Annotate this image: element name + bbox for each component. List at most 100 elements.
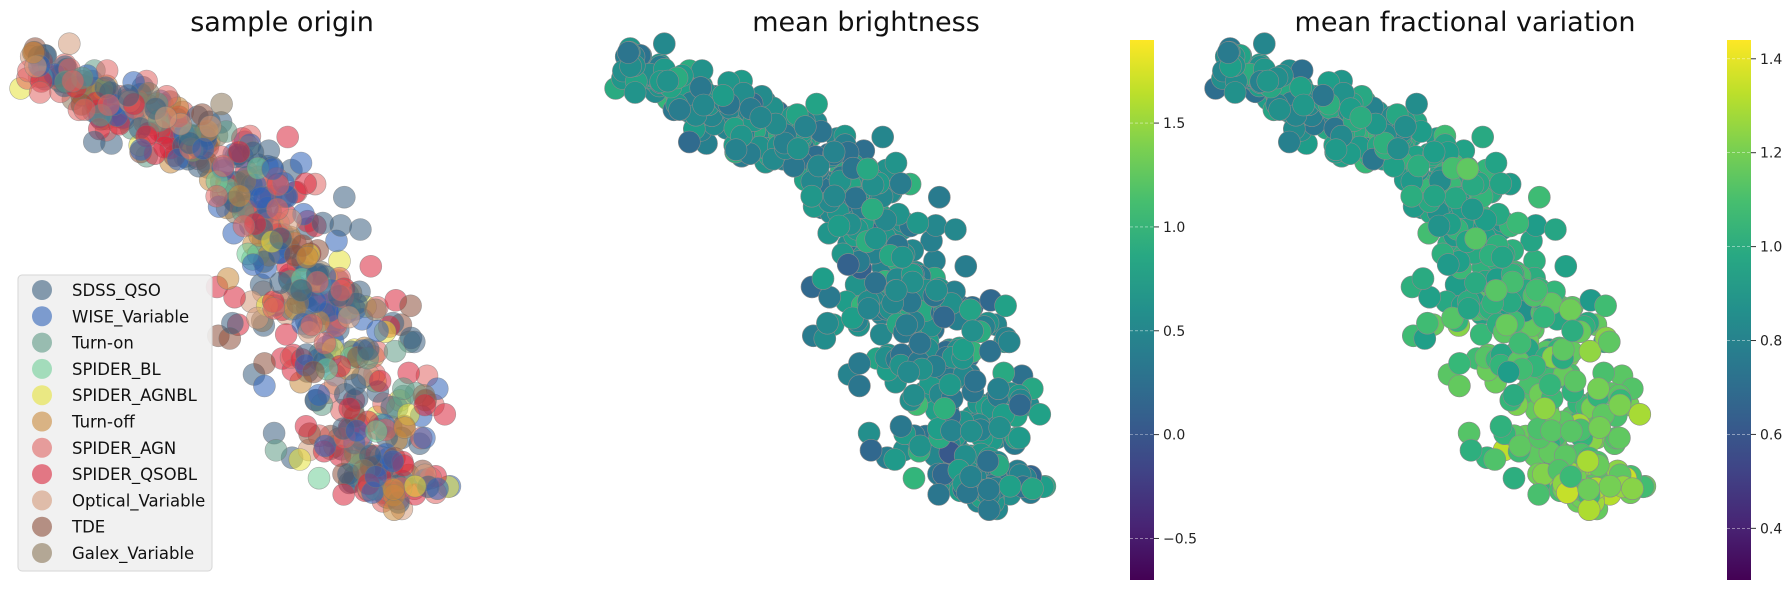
scatter-point bbox=[827, 214, 851, 238]
scatter-point bbox=[961, 319, 984, 343]
scatter-point bbox=[987, 377, 1010, 401]
scatter-point bbox=[1508, 434, 1532, 458]
scatter-point bbox=[902, 466, 926, 490]
scatter-point bbox=[848, 352, 871, 375]
scatter-point bbox=[1533, 397, 1556, 420]
legend-label: Turn-on bbox=[71, 334, 134, 353]
scatter-point bbox=[154, 106, 178, 129]
scatter-point bbox=[656, 69, 680, 93]
scatter-point bbox=[902, 383, 926, 407]
scatter-point bbox=[890, 245, 914, 269]
scatter-point bbox=[951, 338, 975, 361]
scatter-point bbox=[1324, 138, 1348, 161]
scatter-point bbox=[908, 331, 932, 355]
scatter-point bbox=[413, 393, 437, 417]
scatter-point bbox=[264, 438, 288, 462]
scatter-point bbox=[1525, 278, 1548, 302]
scatter-point bbox=[1508, 331, 1532, 355]
scatter-point bbox=[205, 184, 228, 208]
scatter-point bbox=[1008, 393, 1032, 417]
scatter-point bbox=[1456, 157, 1479, 181]
scatter-point bbox=[21, 41, 45, 64]
colorbar-mean-fractional-variation: 0.4 0.6 0.8 1.0 1.2 1.4 bbox=[1727, 40, 1782, 580]
scatter-point bbox=[1292, 93, 1315, 117]
scatter-point bbox=[402, 330, 426, 354]
scatter-point bbox=[1427, 214, 1451, 238]
legend-frame bbox=[17, 274, 213, 572]
legend-marker bbox=[32, 332, 52, 353]
scatter-point bbox=[1459, 438, 1483, 462]
scatter-point bbox=[262, 297, 286, 320]
scatter-point bbox=[1448, 374, 1471, 398]
scatter-point bbox=[1268, 98, 1291, 121]
scatter-point bbox=[1349, 106, 1373, 129]
legend-marker bbox=[32, 437, 52, 458]
scatter-point bbox=[426, 477, 449, 501]
scatter-point bbox=[1540, 419, 1563, 443]
scatter-point bbox=[212, 154, 235, 178]
scatter-point bbox=[1394, 115, 1417, 138]
scatter-point bbox=[889, 414, 913, 438]
scatter-point bbox=[811, 267, 835, 290]
scatter-point bbox=[1008, 426, 1031, 450]
colorbar-gradient bbox=[1130, 40, 1154, 580]
scatter-point bbox=[623, 81, 647, 104]
scatter-point bbox=[1502, 466, 1526, 490]
scatter-point bbox=[382, 498, 406, 522]
scatter-point bbox=[330, 278, 353, 302]
scatter-point bbox=[668, 98, 691, 121]
scatter-point bbox=[938, 373, 962, 397]
scatter-point bbox=[241, 253, 265, 276]
scatter-point bbox=[1411, 267, 1435, 290]
scatter-point bbox=[253, 374, 276, 398]
scatter-point bbox=[28, 81, 52, 104]
scatter-point bbox=[1578, 339, 1602, 363]
scatter-point bbox=[221, 311, 244, 335]
scatter-point bbox=[382, 478, 406, 501]
scatter-point bbox=[359, 254, 383, 278]
scatter-point bbox=[793, 115, 817, 138]
colorbar-tick-label: 1.4 bbox=[1760, 52, 1782, 68]
scatter-point bbox=[210, 92, 233, 116]
panel-sample-origin: sample origin SDSS_QSO WISE_Variable Turn-… bbox=[9, 7, 462, 572]
scatter-point bbox=[959, 298, 982, 322]
colorbar-mean-brightness: −0.5 0.0 0.5 1.0 1.5 bbox=[1130, 40, 1197, 580]
legend-label: SPIDER_AGNBL bbox=[72, 386, 198, 406]
scatter-point bbox=[300, 313, 323, 337]
scatter-point bbox=[884, 279, 908, 302]
legend-marker bbox=[32, 516, 52, 537]
scatter-point bbox=[393, 416, 417, 439]
scatter-point bbox=[1028, 402, 1052, 426]
scatter-point bbox=[269, 271, 292, 295]
legend-label: Optical_Variable bbox=[72, 491, 205, 511]
scatter-point bbox=[1495, 313, 1518, 337]
scatter-point bbox=[403, 474, 427, 498]
scatter-point bbox=[861, 197, 884, 221]
scatter-point bbox=[807, 154, 830, 178]
scatter-point bbox=[864, 227, 888, 250]
panel-title-mean-fractional-variation: mean fractional variation bbox=[1295, 7, 1636, 38]
scatter-point bbox=[1588, 416, 1611, 439]
scatter-point bbox=[925, 278, 948, 302]
scatter-point bbox=[191, 137, 215, 160]
scatter-point bbox=[1559, 465, 1583, 488]
scatter-point bbox=[364, 298, 387, 322]
scatter-point bbox=[1502, 383, 1526, 407]
scatter-point bbox=[295, 245, 319, 269]
scatter-point bbox=[276, 125, 300, 149]
scatter-point bbox=[977, 478, 1001, 501]
scatter-point bbox=[58, 32, 81, 56]
scatter-point bbox=[364, 419, 388, 443]
scatter-point bbox=[269, 227, 293, 250]
scatter-point bbox=[83, 130, 106, 154]
scatter-point bbox=[1422, 140, 1446, 164]
scatter-point bbox=[976, 449, 1000, 473]
scatter-point bbox=[1423, 184, 1446, 208]
scatter-point bbox=[1527, 483, 1550, 506]
legend-marker bbox=[32, 280, 52, 300]
scatter-point bbox=[294, 172, 318, 195]
legend-marker bbox=[32, 306, 52, 327]
scatter-point bbox=[338, 397, 361, 420]
scatter-point bbox=[129, 138, 153, 161]
scatter-point bbox=[199, 115, 222, 138]
